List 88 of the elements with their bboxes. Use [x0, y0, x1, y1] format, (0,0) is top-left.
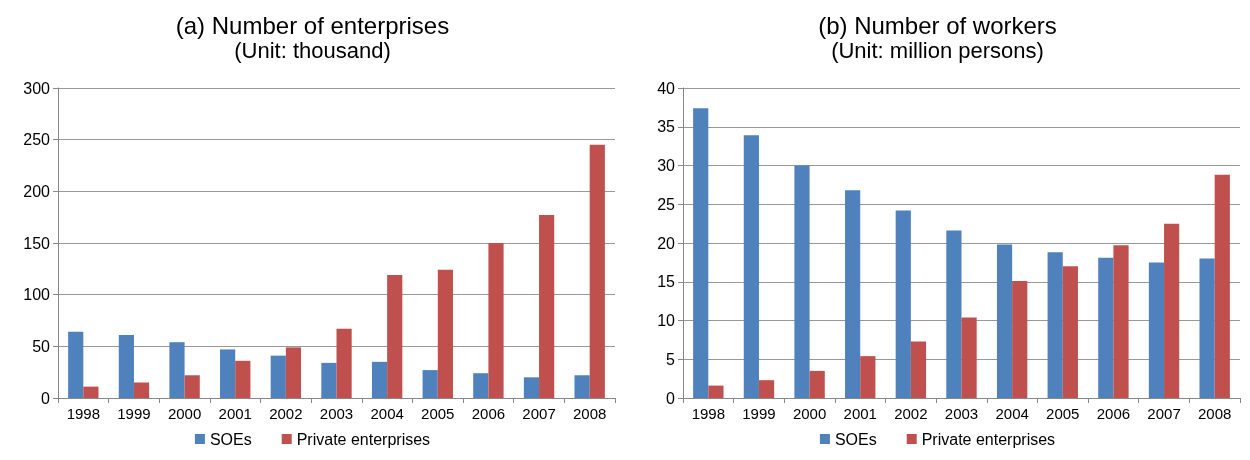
bar [910, 341, 927, 398]
y-tick-label: 35 [657, 118, 676, 136]
y-tick-label: 200 [23, 182, 51, 200]
bar [845, 190, 861, 398]
y-tick-label: 150 [23, 234, 51, 252]
bar [83, 386, 99, 398]
chart-title: (b) Number of workers [818, 11, 1057, 39]
legend-label: SOEs [834, 430, 877, 448]
bar [133, 382, 150, 398]
bar [961, 317, 977, 398]
x-tick-label: 2002 [269, 405, 303, 422]
bar [387, 275, 403, 398]
bar [996, 244, 1013, 398]
bar [488, 243, 504, 398]
bar [758, 380, 775, 398]
bar [118, 334, 134, 398]
bar [708, 385, 724, 398]
x-tick-label: 2005 [1046, 405, 1080, 422]
bar [589, 144, 605, 398]
bar [1012, 280, 1028, 398]
y-tick-label: 100 [23, 286, 51, 304]
x-tick-label: 2004 [995, 405, 1029, 422]
legend-label: Private enterprises [921, 430, 1056, 448]
bar [1047, 252, 1063, 398]
bar [437, 269, 453, 398]
y-tick-label: 50 [32, 337, 51, 355]
x-tick-label: 2003 [319, 405, 354, 422]
bar [539, 215, 555, 398]
x-tick-label: 2006 [1096, 405, 1131, 422]
bar [794, 165, 810, 398]
bar [169, 342, 185, 398]
x-tick-label: 2001 [218, 405, 252, 422]
x-tick-label: 2004 [370, 405, 404, 422]
x-tick-label: 2006 [471, 405, 506, 422]
y-tick-label: 250 [23, 131, 51, 149]
bar [184, 375, 200, 398]
x-tick-label: 2000 [792, 405, 827, 422]
x-tick-label: 2007 [1147, 405, 1181, 422]
bar [422, 370, 438, 398]
bar [270, 355, 286, 398]
x-tick-label: 1998 [66, 405, 101, 422]
bar [523, 377, 540, 398]
y-tick-label: 25 [657, 195, 676, 213]
bar [574, 375, 590, 398]
bar [68, 331, 84, 398]
bar [473, 373, 489, 398]
x-tick-label: 1999 [742, 405, 776, 422]
x-tick-label: 1999 [117, 405, 151, 422]
bar [1214, 174, 1230, 398]
bar [946, 230, 962, 398]
y-tick-label: 0 [666, 389, 676, 407]
bar [285, 347, 302, 398]
x-tick-label: 2007 [522, 405, 556, 422]
x-tick-label: 1998 [691, 405, 726, 422]
bar [693, 108, 709, 398]
bar [1113, 245, 1129, 398]
bar [1164, 223, 1180, 398]
bar [220, 349, 236, 398]
bar [1062, 266, 1078, 398]
x-tick-label: 2008 [572, 405, 607, 422]
bar [235, 360, 251, 398]
bar [860, 356, 876, 398]
bar [1098, 257, 1114, 398]
y-tick-label: 0 [41, 389, 51, 407]
y-tick-label: 10 [657, 312, 676, 329]
y-tick-label: 30 [657, 157, 676, 174]
chart-title: (a) Number of enterprises [175, 11, 450, 39]
x-tick-label: 2001 [843, 405, 877, 422]
bar [336, 328, 352, 398]
x-tick-label: 2000 [167, 405, 202, 422]
legend-label: Private enterprises [296, 430, 431, 448]
y-tick-label: 40 [657, 79, 676, 97]
y-tick-label: 300 [23, 79, 51, 97]
bar [809, 370, 825, 398]
bar [1148, 262, 1165, 398]
x-tick-label: 2003 [944, 405, 979, 422]
y-tick-label: 5 [666, 350, 676, 368]
legend-label: SOEs [209, 430, 252, 448]
bar [1199, 258, 1215, 398]
x-tick-label: 2008 [1197, 405, 1232, 422]
bar [371, 361, 388, 398]
y-tick-label: 20 [657, 234, 676, 252]
bar [743, 135, 759, 398]
x-tick-label: 2002 [894, 405, 928, 422]
y-tick-label: 15 [657, 273, 676, 291]
bar [321, 362, 337, 398]
bar [895, 210, 911, 398]
x-tick-label: 2005 [421, 405, 455, 422]
